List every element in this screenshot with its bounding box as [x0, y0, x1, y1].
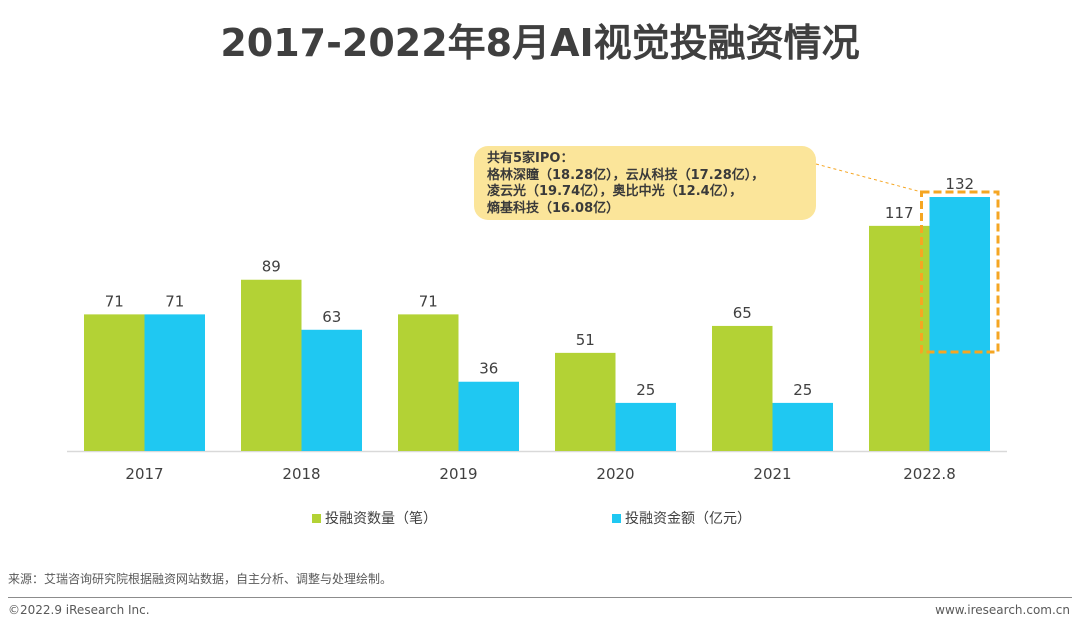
source-note: 来源：艾瑞咨询研究院根据融资网站数据，自主分析、调整与处理绘制。 — [8, 572, 393, 586]
x-tick-label: 2021 — [753, 465, 791, 483]
data-label: 89 — [262, 258, 281, 276]
data-label: 36 — [479, 360, 498, 378]
bar-deal-count — [869, 225, 930, 451]
data-label: 25 — [793, 381, 812, 399]
website-link[interactable]: www.iresearch.com.cn — [935, 603, 1070, 617]
bar-chart: 71 71 2017 89 63 2018 71 36 2019 51 25 2020 65 25 2021… — [67, 163, 1007, 527]
bar-funding-amount — [458, 381, 519, 451]
footer-divider — [8, 597, 1072, 598]
legend-label: 投融资数量（笔） — [325, 511, 437, 527]
data-label: 65 — [733, 304, 752, 322]
highlight-box — [920, 190, 1000, 354]
ipo-callout: 共有5家IPO： 格林深瞳（18.28亿），云从科技（17.28亿）， 凌云光（… — [474, 146, 816, 220]
bar-funding-amount — [772, 402, 833, 451]
x-tick-label: 2022.8 — [903, 465, 956, 483]
data-label: 117 — [885, 204, 914, 222]
legend-swatch — [312, 514, 321, 523]
legend-label: 投融资金额（亿元） — [625, 511, 751, 527]
callout-connector — [815, 163, 922, 193]
callout-line: 熵基科技（16.08亿） — [487, 200, 620, 216]
x-tick-label: 2020 — [596, 465, 634, 483]
x-tick-label: 2019 — [439, 465, 477, 483]
bar-deal-count — [398, 314, 459, 451]
data-label: 71 — [165, 292, 184, 310]
data-label: 132 — [945, 175, 974, 193]
data-label: 71 — [419, 292, 438, 310]
data-label: 71 — [105, 292, 124, 310]
callout-line: 格林深瞳（18.28亿），云从科技（17.28亿）， — [487, 167, 765, 183]
data-label: 63 — [322, 308, 341, 326]
bar-deal-count — [712, 325, 773, 451]
bar-deal-count — [84, 314, 145, 451]
legend-swatch — [612, 514, 621, 523]
data-label: 25 — [636, 381, 655, 399]
bar-funding-amount — [144, 314, 205, 451]
callout-line: 共有5家IPO： — [487, 151, 574, 166]
callout-line: 凌云光（19.74亿），奥比中光（12.4亿）， — [487, 184, 743, 199]
bar-funding-amount — [929, 197, 990, 451]
x-tick-label: 2018 — [282, 465, 320, 483]
bar-deal-count — [555, 352, 616, 451]
bar-funding-amount — [301, 329, 362, 451]
copyright: ©2022.9 iResearch Inc. — [8, 603, 150, 617]
bar-funding-amount — [615, 402, 676, 451]
chart-title: 2017-2022年8月AI视觉投融资情况 — [220, 21, 860, 65]
data-label: 51 — [576, 331, 595, 349]
bar-deal-count — [241, 279, 302, 451]
x-tick-label: 2017 — [125, 465, 163, 483]
